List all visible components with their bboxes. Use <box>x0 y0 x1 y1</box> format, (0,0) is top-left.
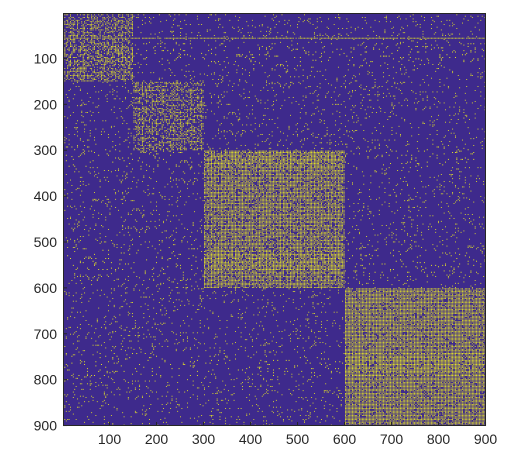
x-tick-label: 800 <box>427 431 451 447</box>
y-tick-label: 900 <box>34 418 58 434</box>
x-tick-label: 500 <box>286 431 310 447</box>
y-tick-label: 200 <box>34 96 58 112</box>
y-tick-label: 500 <box>34 234 58 250</box>
x-tick-label: 900 <box>474 431 498 447</box>
y-tick-label: 700 <box>34 326 58 342</box>
y-axis: 100 200 300 400 500 600 700 800 900 <box>34 50 67 434</box>
x-tick-label: 700 <box>380 431 404 447</box>
x-tick-label: 100 <box>98 431 122 447</box>
x-tick-label: 200 <box>145 431 169 447</box>
y-tick-label: 800 <box>34 372 58 388</box>
y-tick-label: 100 <box>34 50 58 66</box>
x-tick-label: 600 <box>333 431 357 447</box>
axes-frame <box>63 13 486 426</box>
x-tick-label: 300 <box>192 431 216 447</box>
y-tick-label: 600 <box>34 280 58 296</box>
x-axis: 100 200 300 400 500 600 700 800 900 <box>98 422 498 447</box>
y-tick-label: 300 <box>34 142 58 158</box>
x-tick-label: 400 <box>239 431 263 447</box>
plot-area <box>63 13 486 426</box>
y-tick-label: 400 <box>34 188 58 204</box>
